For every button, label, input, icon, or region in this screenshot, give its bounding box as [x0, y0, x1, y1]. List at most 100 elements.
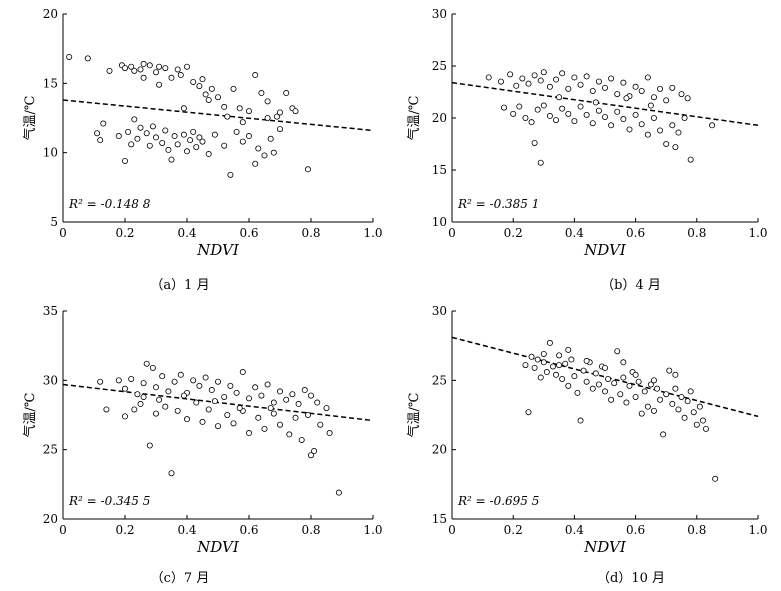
x-axis-label: NDVI: [196, 241, 240, 259]
x-tick-label: 0.6: [239, 226, 258, 240]
data-point: [712, 475, 719, 482]
data-point: [292, 108, 299, 115]
data-point: [292, 414, 299, 421]
data-point: [553, 76, 560, 83]
data-point: [264, 98, 271, 105]
data-point: [693, 421, 700, 428]
y-tick-label: 20: [43, 7, 58, 21]
data-point: [528, 119, 535, 126]
data-point: [84, 55, 91, 62]
y-tick-label: 25: [43, 443, 58, 457]
panel-c: 0 0.2 0.4 0.6 0.8 1.0 20 25 30 35 NDVI 气温/℃ R² = -0.…: [22, 304, 383, 586]
data-point: [510, 110, 517, 117]
data-point: [283, 90, 290, 97]
data-point: [657, 396, 664, 403]
data-point: [620, 79, 627, 86]
data-point: [239, 138, 246, 145]
data-point: [311, 448, 318, 455]
x-tick-label: 0.6: [626, 523, 645, 537]
data-point: [623, 95, 630, 102]
data-point: [595, 107, 602, 114]
data-point: [595, 381, 602, 388]
data-point: [233, 389, 240, 396]
y-axis-label: 气温/℃: [22, 96, 38, 141]
data-point: [522, 115, 529, 122]
data-point: [571, 74, 578, 81]
data-point: [650, 115, 657, 122]
data-point: [255, 145, 262, 152]
data-point: [190, 78, 197, 85]
x-tick-label: 0.8: [687, 226, 706, 240]
data-point: [137, 400, 144, 407]
data-point: [522, 362, 529, 369]
data-point: [632, 371, 639, 378]
data-point: [224, 411, 231, 418]
y-tick-label: 25: [432, 59, 447, 73]
data-point: [589, 120, 596, 127]
data-point: [171, 133, 178, 140]
panel-caption: （b）4 月: [601, 278, 661, 293]
data-point: [140, 393, 147, 400]
data-point: [159, 373, 166, 380]
panel-a: 0 0.2 0.4 0.6 0.8 1.0 5 10 15 20 NDVI 气温/℃ R² = -0.1…: [22, 7, 383, 293]
x-tick-label: 0.4: [565, 226, 584, 240]
data-point: [177, 72, 184, 79]
data-point: [276, 126, 283, 133]
y-tick-label: 25: [432, 373, 447, 387]
data-point: [684, 398, 691, 405]
data-point: [180, 131, 187, 138]
data-point: [540, 69, 547, 76]
data-point: [675, 129, 682, 136]
data-point: [267, 405, 274, 412]
data-point: [221, 103, 228, 110]
data-point: [301, 387, 308, 394]
data-point: [617, 391, 624, 398]
x-tick-label: 0.4: [177, 523, 196, 537]
data-point: [236, 405, 243, 412]
x-tick-label: 0: [448, 523, 456, 537]
data-point: [602, 84, 609, 91]
data-point: [156, 63, 163, 70]
data-point: [553, 371, 560, 378]
data-point: [657, 85, 664, 92]
data-point: [663, 97, 670, 104]
data-point: [233, 128, 240, 135]
data-point: [131, 67, 138, 74]
data-point: [537, 374, 544, 381]
data-point: [546, 112, 553, 119]
data-point: [568, 356, 575, 363]
data-point: [143, 130, 150, 137]
data-point: [687, 156, 694, 163]
data-point: [644, 403, 651, 410]
data-point: [168, 74, 175, 81]
y-tick-label: 20: [432, 111, 447, 125]
data-point: [122, 157, 129, 164]
data-point: [501, 104, 508, 111]
data-point: [583, 378, 590, 385]
data-point: [608, 75, 615, 82]
data-point: [149, 123, 156, 130]
data-point: [681, 115, 688, 122]
data-point: [162, 127, 169, 134]
data-point: [214, 423, 221, 430]
data-point: [611, 380, 618, 387]
data-point: [152, 134, 159, 141]
data-point: [214, 94, 221, 101]
data-point: [307, 452, 314, 459]
data-point: [626, 382, 633, 389]
data-point: [528, 353, 535, 360]
data-point: [317, 421, 324, 428]
data-point: [193, 399, 200, 406]
data-point: [678, 393, 685, 400]
data-point: [635, 378, 642, 385]
data-point: [647, 381, 654, 388]
data-point: [507, 71, 514, 78]
data-point: [264, 381, 271, 388]
r-squared-label: R² = -0.385 1: [457, 197, 539, 211]
data-point: [252, 384, 259, 391]
data-point: [168, 156, 175, 163]
data-point: [258, 392, 265, 399]
y-tick-label: 10: [43, 146, 58, 160]
data-point: [221, 393, 228, 400]
data-point: [146, 62, 153, 69]
